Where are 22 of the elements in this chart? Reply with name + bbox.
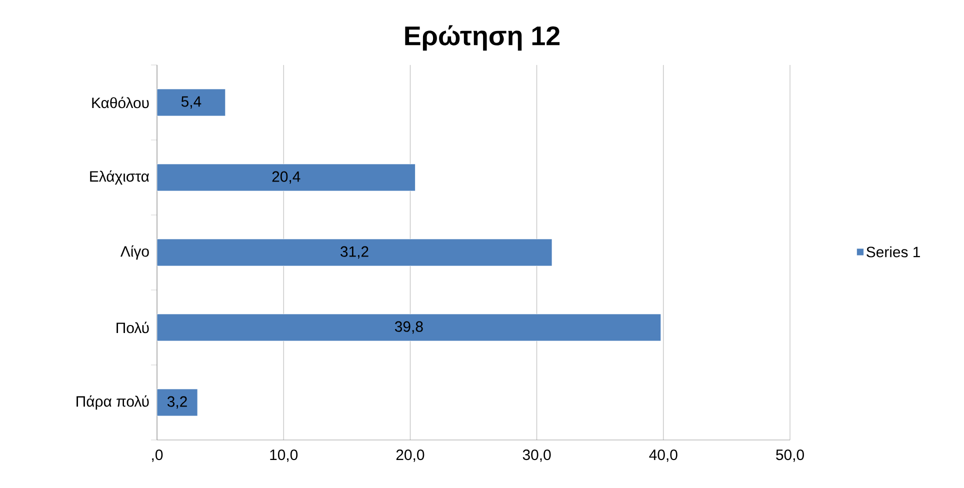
bar — [157, 238, 552, 266]
x-tick-label: 30,0 — [522, 450, 551, 462]
data-label: 31,2 — [340, 246, 368, 259]
data-label: 39,8 — [394, 321, 423, 334]
y-tick-label: Ελάχιστα — [90, 170, 150, 185]
legend-label: Series 1 — [866, 246, 920, 258]
x-tick-label: 40,0 — [649, 450, 678, 462]
bar — [157, 88, 226, 116]
chart-title: Ερώτηση 12 — [405, 25, 560, 51]
y-tick-label: Καθόλου — [92, 96, 149, 108]
y-tick-label: Λίγο — [120, 245, 149, 260]
x-tick-label: 10,0 — [270, 450, 298, 462]
data-label: 3,2 — [167, 396, 187, 409]
data-label: 20,4 — [272, 171, 300, 184]
x-tick-label: 50,0 — [776, 450, 804, 462]
y-tick-label: Πάρα πολύ — [76, 395, 149, 410]
bar — [157, 164, 416, 192]
bar — [157, 314, 662, 342]
x-tick-label: ,0 — [152, 450, 163, 462]
data-label: 5,4 — [181, 96, 202, 109]
x-tick-label: 20,0 — [396, 450, 424, 462]
y-tick-label: Πολύ — [116, 322, 149, 334]
